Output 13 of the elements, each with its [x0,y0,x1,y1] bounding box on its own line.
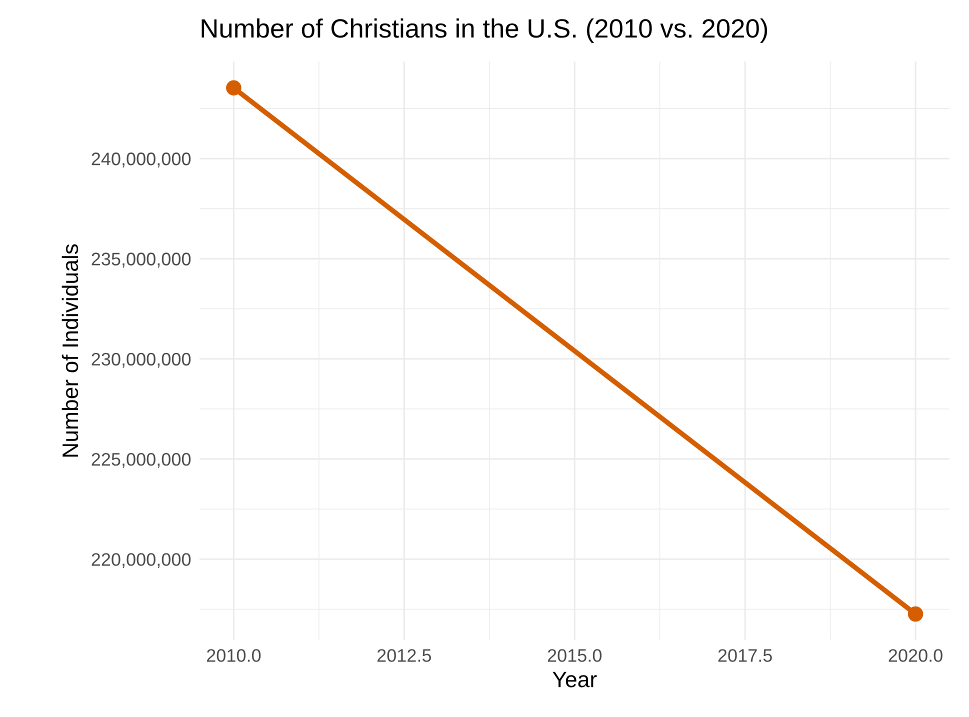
x-tick-label: 2017.5 [718,649,772,662]
y-tick-label: 235,000,000 [92,252,191,268]
y-tick-label: 220,000,000 [92,553,191,568]
y-tick-label: 225,000,000 [92,452,191,468]
x-tick-label: 2020.0 [888,649,942,662]
x-axis-title: Year [552,672,597,688]
x-tick-label: 2010.0 [207,649,261,662]
y-tick-label: 240,000,000 [92,152,191,168]
x-tick-label: 2015.0 [548,649,602,662]
chart-title: Number of Christians in the U.S. (2010 vs. 2020) [202,18,768,44]
y-tick-label: 230,000,000 [92,352,191,368]
y-axis-title: Number of Individuals [62,244,78,457]
x-tick-label: 2012.5 [377,649,432,662]
